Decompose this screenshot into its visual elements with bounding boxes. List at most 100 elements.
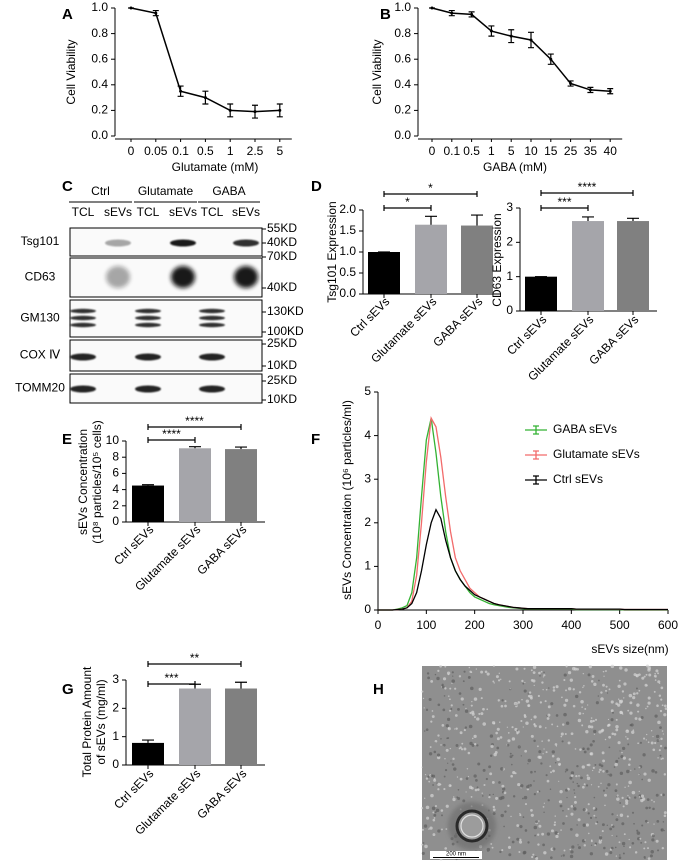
micrograph-speckle [570,774,574,778]
micrograph-speckle [602,683,605,687]
x-tick-label: GABA sEVs [430,294,485,349]
micrograph-speckle [442,677,447,681]
micrograph-speckle [615,818,619,822]
micrograph-speckle [662,793,665,797]
micrograph-speckle [533,684,535,687]
y-tick-label: 0.4 [91,77,108,91]
y-tick-label: 8 [112,449,119,463]
micrograph-speckle [496,746,500,750]
panel-label: C [62,178,73,195]
group-label: Ctrl [91,184,110,198]
significance-bracket [540,205,589,211]
micrograph-speckle [660,737,663,741]
marker-label: 40KD [267,235,297,249]
micrograph-speckle [522,682,525,685]
micrograph-speckle [428,752,433,756]
micrograph-speckle [590,844,593,846]
micrograph-speckle [542,676,545,678]
micrograph-speckle [562,854,565,857]
micrograph-speckle [493,665,495,667]
micrograph-speckle [497,679,501,682]
micrograph-speckle [503,791,507,795]
micrograph-speckle [463,747,467,751]
micrograph-speckle [476,744,479,747]
micrograph-speckle [644,841,647,844]
micrograph-speckle [569,854,574,859]
micrograph-speckle [566,796,568,799]
micrograph-speckle [563,703,567,707]
micrograph-speckle [480,712,484,716]
y-tick-label: 2 [364,515,371,529]
micrograph-speckle [628,763,631,766]
micrograph-speckle [496,727,500,731]
micrograph-speckle [428,697,432,702]
x-tick-label: 1 [227,144,234,158]
micrograph-speckle [564,733,567,736]
micrograph-speckle [507,732,510,734]
micrograph-speckle [475,779,478,782]
micrograph-speckle [578,691,582,694]
micrograph-speckle [572,688,575,691]
micrograph-speckle [547,713,551,717]
micrograph-speckle [648,673,652,677]
micrograph-speckle [504,700,507,703]
micrograph-speckle [649,854,653,858]
micrograph-speckle [569,678,574,682]
micrograph-speckle [449,747,452,750]
micrograph-speckle [619,802,622,804]
blot-membrane [69,257,263,298]
micrograph-speckle [534,834,537,837]
micrograph-speckle [661,730,664,732]
micrograph-speckle [495,675,499,679]
micrograph-speckle [478,712,481,715]
micrograph-speckle [475,668,478,670]
micrograph-speckle [577,844,579,846]
micrograph-speckle [558,801,561,803]
micrograph-speckle [497,699,500,702]
micrograph-speckle [600,691,603,694]
y-tick-label: 1 [506,269,513,283]
blot-band [135,385,161,393]
micrograph-speckle [480,697,483,700]
micrograph-speckle [512,771,516,775]
micrograph-speckle [659,754,662,757]
micrograph-speckle [615,725,619,729]
micrograph-speckle [446,717,451,721]
micrograph-speckle [589,743,593,747]
micrograph-speckle [619,854,621,856]
micrograph-speckle [664,746,667,750]
micrograph-speckle [495,796,499,800]
y-tick-label: 0.8 [394,26,411,40]
micrograph-speckle [510,815,512,818]
micrograph-speckle [434,805,438,808]
micrograph-speckle [458,747,461,750]
micrograph-speckle [554,743,558,746]
micrograph-speckle [530,808,533,812]
micrograph-speckle [423,824,428,828]
micrograph-speckle [643,737,646,740]
micrograph-speckle [653,800,655,803]
micrograph-speckle [492,812,496,816]
blot-band [70,385,96,393]
micrograph-speckle [470,671,473,674]
micrograph-speckle [629,711,633,715]
micrograph-speckle [560,732,564,736]
micrograph-speckle [541,740,543,742]
micrograph-speckle [549,788,552,790]
micrograph-speckle [421,843,423,846]
y-tick-label: 0.2 [91,103,108,117]
point [509,34,513,38]
micrograph-speckle [522,816,525,818]
y-tick-label: 10 [106,433,120,447]
micrograph-speckle [524,681,526,684]
point [430,6,434,10]
micrograph-speckle [660,698,663,701]
micrograph-speckle [421,828,424,831]
micrograph-speckle [533,715,537,719]
micrograph-speckle [587,832,590,835]
micrograph-speckle [545,727,547,729]
micrograph-speckle [627,743,630,746]
micrograph-speckle [582,785,585,789]
micrograph-speckle [647,857,651,860]
